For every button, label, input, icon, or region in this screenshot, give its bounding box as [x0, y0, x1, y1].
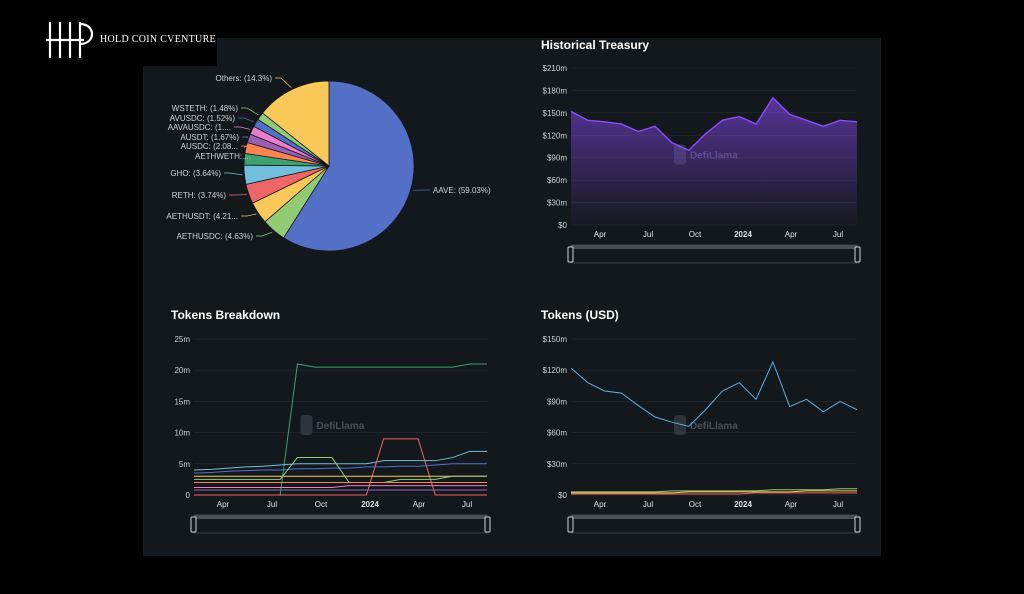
y-tick-label: $30m [547, 199, 567, 208]
y-tick-label: 5m [179, 460, 190, 469]
x-tick-label: Apr [217, 500, 230, 509]
y-tick-label: 25m [174, 335, 190, 344]
pie-leader-line [241, 107, 259, 116]
pie-label-aethusdc: AETHUSDC: (4.63%) [177, 232, 254, 241]
x-tick-label: Apr [785, 500, 798, 509]
x-tick-label: 2024 [734, 500, 752, 509]
zoom-handle-left[interactable] [567, 246, 574, 263]
pie-label-reth: RETH: (3.74%) [172, 191, 227, 200]
pie-leader-line [241, 213, 257, 217]
y-tick-label: $0 [558, 221, 567, 230]
y-tick-label: $30m [547, 460, 567, 469]
x-tick-label: Apr [413, 500, 426, 509]
pie-label-aave: AAVE: (59.03%) [433, 186, 491, 195]
pie-leader-line [238, 117, 255, 123]
watermark-text: DefiLlama [690, 421, 738, 432]
y-tick-label: $180m [543, 86, 568, 95]
pie-slice-aave[interactable] [283, 80, 415, 252]
x-tick-label: Jul [267, 500, 277, 509]
pie-label-gho: GHO: (3.64%) [170, 169, 221, 178]
pie-label-wsteth: WSTETH: (1.48%) [172, 104, 239, 113]
pie-label-ausdt: AUSDT: (1.67%) [180, 133, 239, 142]
x-tick-label: Apr [785, 230, 798, 239]
x-tick-label: Jul [833, 500, 843, 509]
y-tick-label: $120m [543, 366, 568, 375]
defillama-logo-icon [674, 415, 686, 435]
y-tick-label: $150m [543, 335, 568, 344]
zoom-slider-bar[interactable] [571, 515, 857, 519]
pie-label-ausdc: AUSDC: (2.08... [181, 142, 238, 151]
pie-leader-line [256, 231, 273, 237]
series-line-7[interactable] [194, 485, 487, 489]
x-tick-label: Jul [462, 500, 472, 509]
y-tick-label: $120m [543, 131, 568, 140]
series-line-0[interactable] [570, 360, 858, 427]
zoom-handle-right[interactable] [854, 246, 861, 263]
series-line-1[interactable] [571, 488, 857, 493]
x-tick-label: Oct [689, 500, 702, 509]
zoom-slider-bar[interactable] [194, 515, 487, 519]
pie-label-others: Others: (14.3%) [216, 74, 273, 83]
pie-leader-line [234, 126, 251, 130]
zoom-handle-left[interactable] [190, 516, 197, 533]
y-tick-label: $90m [547, 397, 567, 406]
breakdown-title: Tokens Breakdown [171, 308, 281, 322]
brand-name: HOLD COIN CVENTURE [100, 34, 216, 45]
zoom-slider-bar[interactable] [571, 245, 857, 249]
y-tick-label: $150m [543, 109, 568, 118]
series-line-5[interactable] [194, 457, 487, 484]
series-area-fill [571, 97, 857, 225]
pie-leader-line [275, 77, 292, 88]
zoom-handle-right[interactable] [854, 516, 861, 533]
x-tick-label: 2024 [361, 500, 379, 509]
series-line-2[interactable] [193, 450, 487, 471]
tokens-usd-title: Tokens (USD) [541, 308, 619, 322]
treasury-title: Historical Treasury [541, 38, 650, 52]
x-tick-label: Jul [643, 500, 653, 509]
y-tick-label: 10m [174, 429, 190, 438]
zoom-handle-right[interactable] [484, 516, 491, 533]
y-tick-label: 20m [174, 366, 190, 375]
series-line-1[interactable] [194, 438, 487, 496]
pie-leader-line [224, 172, 243, 176]
pie-label-aavausdc: AAVAUSDC: (1.... [168, 123, 231, 132]
defillama-logo-icon [300, 415, 313, 435]
watermark-text: DefiLlama [317, 421, 365, 432]
y-tick-label: $0 [558, 491, 567, 500]
y-tick-label: 0 [186, 491, 191, 500]
brand-header: HOLD COIN CVENTURE [0, 0, 217, 66]
pie-slice-others[interactable] [261, 80, 330, 167]
pie-label-aethusdt: AETHUSDT: (4.21... [166, 212, 238, 221]
hp-monogram-icon [46, 22, 94, 58]
zoom-handle-left[interactable] [567, 516, 574, 533]
x-tick-label: Jul [833, 230, 843, 239]
series-line-2[interactable] [571, 490, 857, 494]
x-tick-label: Apr [594, 230, 607, 239]
pie-leader-line [242, 136, 249, 138]
y-tick-label: 15m [174, 397, 190, 406]
series-line-0[interactable] [570, 96, 858, 152]
series-line-3[interactable] [193, 463, 487, 474]
pie-leader-line [241, 145, 248, 148]
pie-label-aethweth: AETHWETH: ... [195, 152, 251, 161]
y-tick-label: $90m [547, 154, 567, 163]
x-tick-label: Jul [643, 230, 653, 239]
x-tick-label: Oct [315, 500, 328, 509]
x-tick-label: Oct [689, 230, 702, 239]
y-tick-label: $60m [547, 429, 567, 438]
series-line-3[interactable] [571, 492, 857, 495]
pie-label-avusdc: AVUSDC: (1.52%) [170, 114, 236, 123]
y-tick-label: $210m [543, 64, 568, 73]
x-tick-label: 2024 [734, 230, 752, 239]
y-tick-label: $60m [547, 176, 567, 185]
x-tick-label: Apr [594, 500, 607, 509]
